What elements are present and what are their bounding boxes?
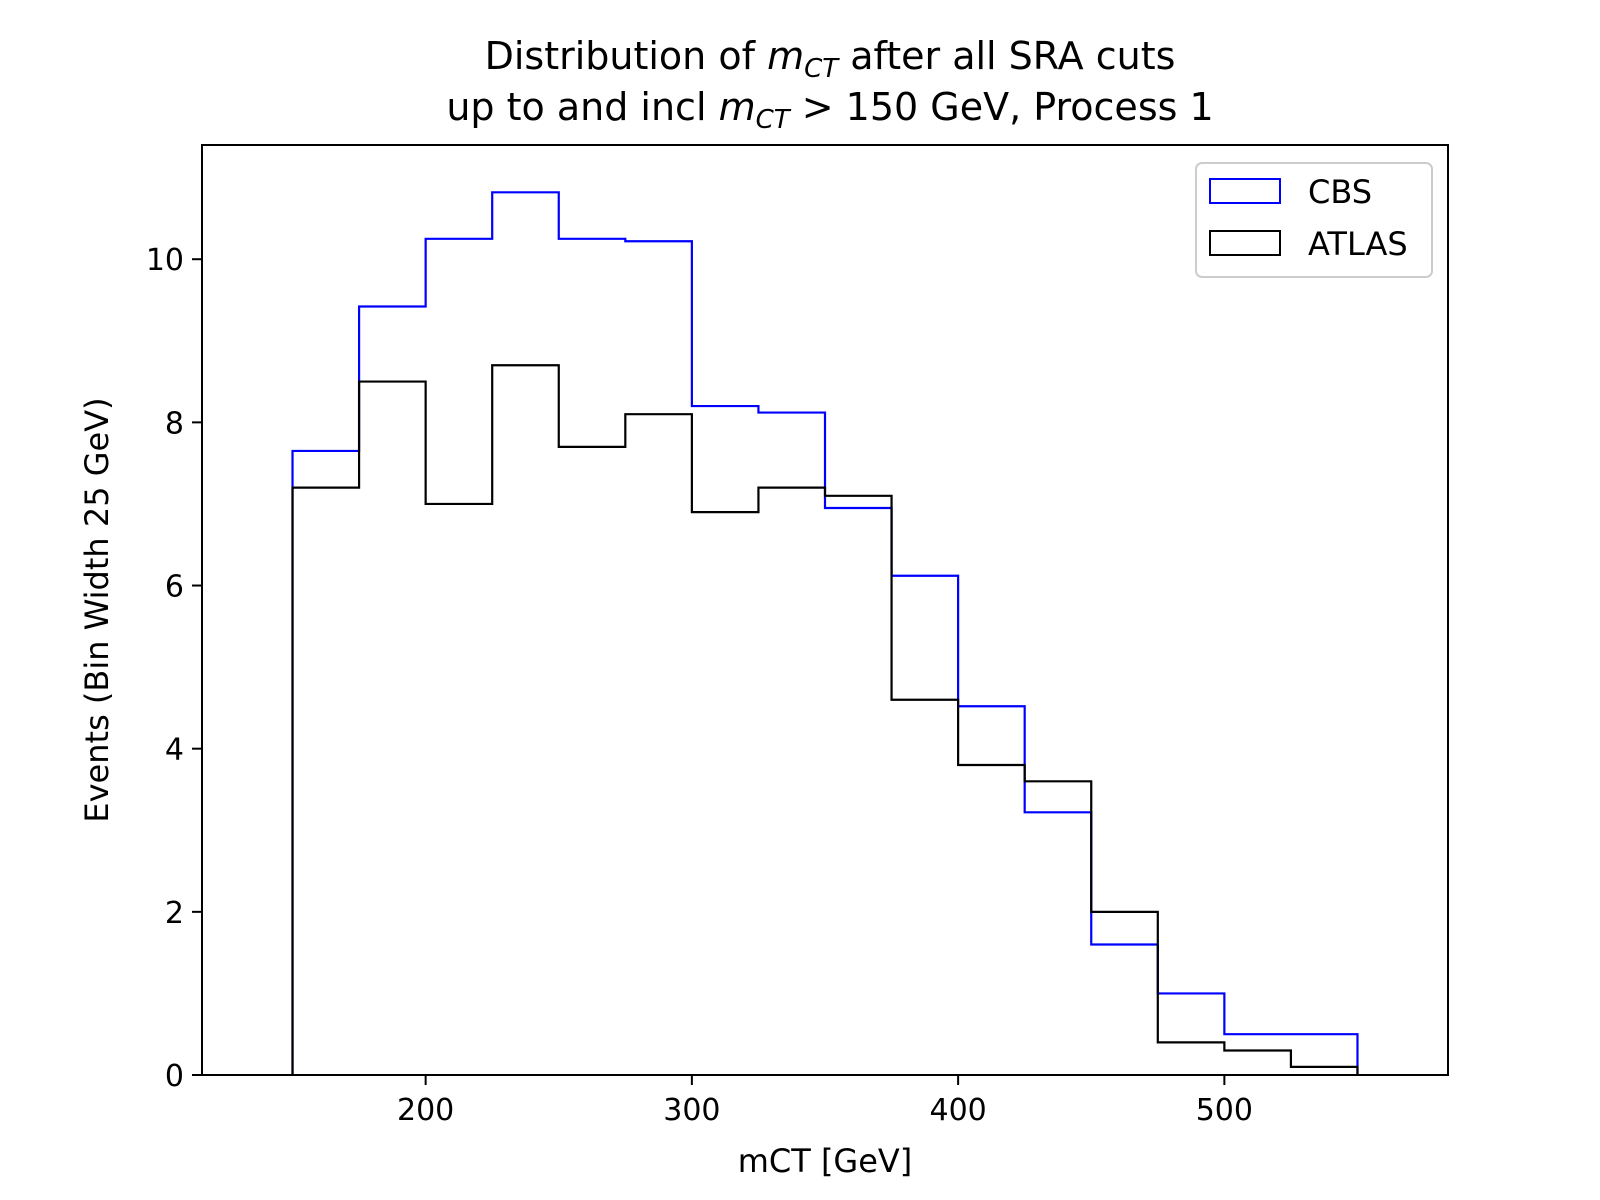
x-tick-label: 300 <box>663 1093 720 1128</box>
y-tick-label: 4 <box>165 733 184 768</box>
plot-frame <box>201 144 1449 1076</box>
y-tick-label: 2 <box>165 896 184 931</box>
y-tick-label: 0 <box>165 1059 184 1094</box>
series-layer <box>291 191 1359 1075</box>
x-tick-label: 200 <box>397 1093 454 1128</box>
y-tick-label: 6 <box>165 570 184 605</box>
chart-title-line-2: up to and incl mCT > 150 GeV, Process 1 <box>446 85 1213 135</box>
x-tick-label: 400 <box>929 1093 986 1128</box>
y-tick-label: 8 <box>165 406 184 441</box>
tick-layer: 200 300 400 500 0 2 4 6 8 10 <box>146 243 1253 1128</box>
y-axis-label: Events (Bin Width 25 GeV) <box>78 397 116 822</box>
histogram-series-atlas <box>291 364 1359 1075</box>
y-tick-label: 10 <box>146 243 184 278</box>
legend-swatch-atlas <box>1209 230 1281 256</box>
legend-box <box>1195 162 1433 278</box>
legend-label-atlas: ATLAS <box>1308 225 1408 263</box>
legend-swatch-cbs <box>1209 178 1281 204</box>
legend-label-cbs: CBS <box>1308 173 1372 211</box>
chart-title-line-1: Distribution of mCT after all SRA cuts <box>485 34 1176 84</box>
legend: CBS ATLAS <box>1195 162 1433 278</box>
x-axis-label: mCT [GeV] <box>738 1142 913 1180</box>
x-tick-label: 500 <box>1196 1093 1253 1128</box>
